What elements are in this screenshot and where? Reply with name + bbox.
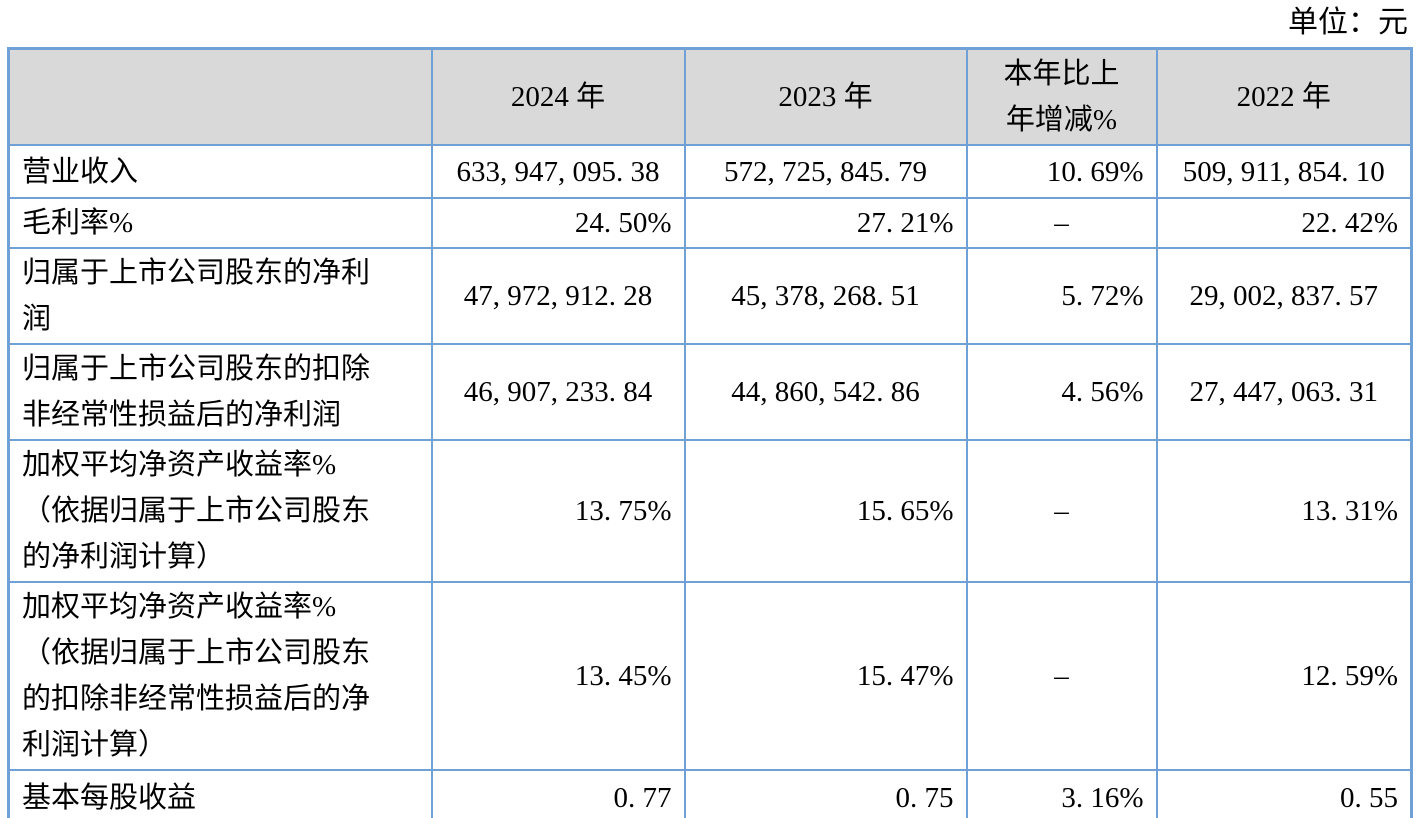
column-header: 2024 年 — [430, 47, 686, 146]
value-cell: – — [965, 439, 1158, 583]
value-cell: 4. 56% — [965, 343, 1158, 441]
value-cell: 45, 378, 268. 51 — [683, 247, 968, 345]
value-cell: – — [965, 197, 1158, 249]
value-cell: 13. 75% — [430, 439, 686, 583]
value-cell: 13. 31% — [1155, 439, 1413, 583]
column-header: 2023 年 — [683, 47, 968, 146]
value-cell: 12. 59% — [1155, 581, 1413, 771]
table-row: 加权平均净资产收益率% （依据归属于上市公司股东 的净利润计算） 13. 75% 1… — [7, 439, 1413, 583]
value-cell: 5. 72% — [965, 247, 1158, 345]
value-cell: 15. 65% — [683, 439, 968, 583]
column-header-blank — [7, 47, 433, 146]
value-cell: 0. 77 — [430, 769, 686, 818]
value-cell: 27. 21% — [683, 197, 968, 249]
table-row: 营业收入 633, 947, 095. 38 572, 725, 845. 79 10… — [7, 144, 1413, 199]
row-label-cell: 加权平均净资产收益率% （依据归属于上市公司股东 的扣除非经常性损益后的净 利润… — [7, 581, 433, 771]
table-row: 归属于上市公司股东的扣除 非经常性损益后的净利润 46, 907, 233. 84… — [7, 343, 1413, 441]
row-label-cell: 归属于上市公司股东的净利 润 — [7, 247, 433, 345]
value-cell: 24. 50% — [430, 197, 686, 249]
value-cell: 509, 911, 854. 10 — [1155, 144, 1413, 199]
value-cell: – — [965, 581, 1158, 771]
value-cell: 15. 47% — [683, 581, 968, 771]
value-cell: 22. 42% — [1155, 197, 1413, 249]
column-header: 本年比上 年增减% — [965, 47, 1158, 146]
value-cell: 29, 002, 837. 57 — [1155, 247, 1413, 345]
unit-label: 单位：元 — [1288, 6, 1408, 39]
value-cell: 10. 69% — [965, 144, 1158, 199]
row-label-cell: 营业收入 — [7, 144, 433, 199]
table-header-row: 2024 年 2023 年本年比上 年增减% 2022 年 — [7, 47, 1413, 146]
value-cell: 44, 860, 542. 86 — [683, 343, 968, 441]
row-label-cell: 归属于上市公司股东的扣除 非经常性损益后的净利润 — [7, 343, 433, 441]
row-label-cell: 毛利率% — [7, 197, 433, 249]
table-row: 基本每股收益 0. 77 0. 75 3. 16% 0. 55 — [7, 769, 1413, 818]
value-cell: 13. 45% — [430, 581, 686, 771]
table-row: 加权平均净资产收益率% （依据归属于上市公司股东 的扣除非经常性损益后的净 利润… — [7, 581, 1413, 771]
value-cell: 46, 907, 233. 84 — [430, 343, 686, 441]
row-label-cell: 基本每股收益 — [7, 769, 433, 818]
value-cell: 633, 947, 095. 38 — [430, 144, 686, 199]
value-cell: 47, 972, 912. 28 — [430, 247, 686, 345]
column-header: 2022 年 — [1155, 47, 1413, 146]
table-header: 2024 年 2023 年本年比上 年增减% 2022 年 — [7, 47, 1413, 146]
table-body: 营业收入 633, 947, 095. 38 572, 725, 845. 79 10… — [7, 144, 1413, 818]
table-row: 归属于上市公司股东的净利 润 47, 972, 912. 28 45, 378, 2… — [7, 247, 1413, 345]
table-row: 毛利率% 24. 50% 27. 21% –22. 42% — [7, 197, 1413, 249]
value-cell: 0. 55 — [1155, 769, 1413, 818]
value-cell: 572, 725, 845. 79 — [683, 144, 968, 199]
value-cell: 27, 447, 063. 31 — [1155, 343, 1413, 441]
value-cell: 3. 16% — [965, 769, 1158, 818]
financial-summary-table: 2024 年 2023 年本年比上 年增减% 2022 年 营业收入 633, 947… — [7, 47, 1413, 818]
value-cell: 0. 75 — [683, 769, 968, 818]
row-label-cell: 加权平均净资产收益率% （依据归属于上市公司股东 的净利润计算） — [7, 439, 433, 583]
